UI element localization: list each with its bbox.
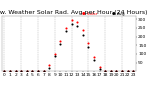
Text: ● Avg: ● Avg (112, 12, 124, 16)
Title: Milw. Weather Solar Rad. Avg per Hour (24 Hours): Milw. Weather Solar Rad. Avg per Hour (2… (0, 10, 147, 15)
Text: ● Solar: ● Solar (82, 12, 98, 16)
